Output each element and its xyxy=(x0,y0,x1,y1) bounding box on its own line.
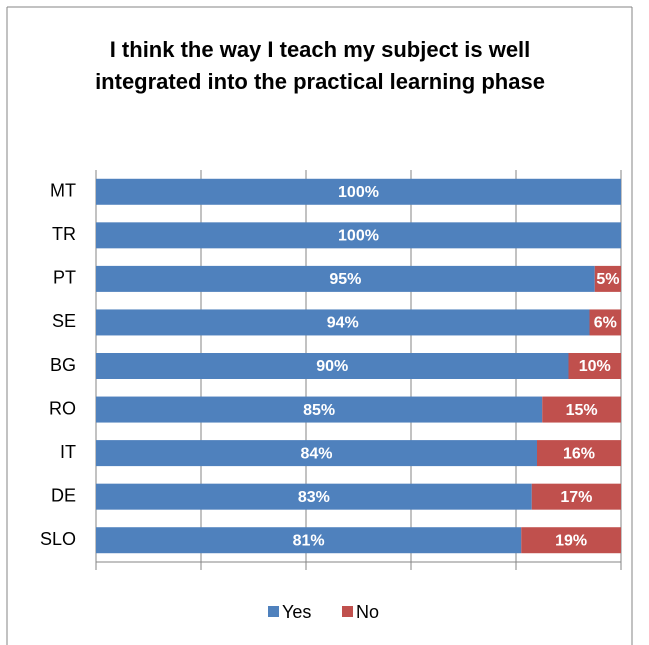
y-tick-label: TR xyxy=(52,224,76,244)
bar-segment xyxy=(594,265,621,292)
data-label: 15% xyxy=(566,402,598,419)
y-tick-label: MT xyxy=(50,181,76,201)
data-label: 100% xyxy=(338,228,379,245)
data-label: 17% xyxy=(560,489,592,506)
data-label: 6% xyxy=(594,315,617,332)
data-label: 84% xyxy=(300,445,332,462)
y-tick-label: RO xyxy=(49,398,76,418)
bar-segment xyxy=(96,483,532,510)
bar-segment xyxy=(96,309,590,336)
data-label: 95% xyxy=(329,271,361,288)
legend-swatch xyxy=(342,606,353,617)
y-tick-label: DE xyxy=(51,485,76,505)
bar-segment xyxy=(96,353,569,379)
data-label: 10% xyxy=(579,358,611,375)
data-label: 83% xyxy=(298,489,330,506)
data-label: 100% xyxy=(338,184,379,201)
data-label: 16% xyxy=(563,445,595,462)
legend-swatch xyxy=(268,606,279,617)
bar-segment xyxy=(542,396,621,423)
y-tick-label: BG xyxy=(50,355,76,375)
data-label: 94% xyxy=(327,315,359,332)
data-label: 85% xyxy=(303,402,335,419)
legend-label: No xyxy=(356,602,379,622)
bar-segment xyxy=(521,527,621,554)
bar-segment xyxy=(96,222,621,249)
bar-segment xyxy=(96,396,543,423)
data-label: 19% xyxy=(555,532,587,549)
bar-segment xyxy=(96,440,537,467)
data-label: 5% xyxy=(596,271,619,288)
bar-segment xyxy=(537,440,621,467)
y-tick-label: SLO xyxy=(40,529,76,549)
y-tick-label: IT xyxy=(60,442,76,462)
bar-segment xyxy=(96,527,522,554)
bar-segment xyxy=(96,178,621,205)
bar-segment xyxy=(531,483,621,510)
y-tick-label: PT xyxy=(53,268,76,288)
y-tick-label: SE xyxy=(52,311,76,331)
data-label: 90% xyxy=(316,358,348,375)
bar-segment xyxy=(96,265,595,292)
chart-title: I think the way I teach my subject is we… xyxy=(95,37,545,94)
data-label: 81% xyxy=(293,532,325,549)
legend-label: Yes xyxy=(282,602,311,622)
bar-segment xyxy=(589,309,621,336)
bar-segment xyxy=(568,353,621,379)
